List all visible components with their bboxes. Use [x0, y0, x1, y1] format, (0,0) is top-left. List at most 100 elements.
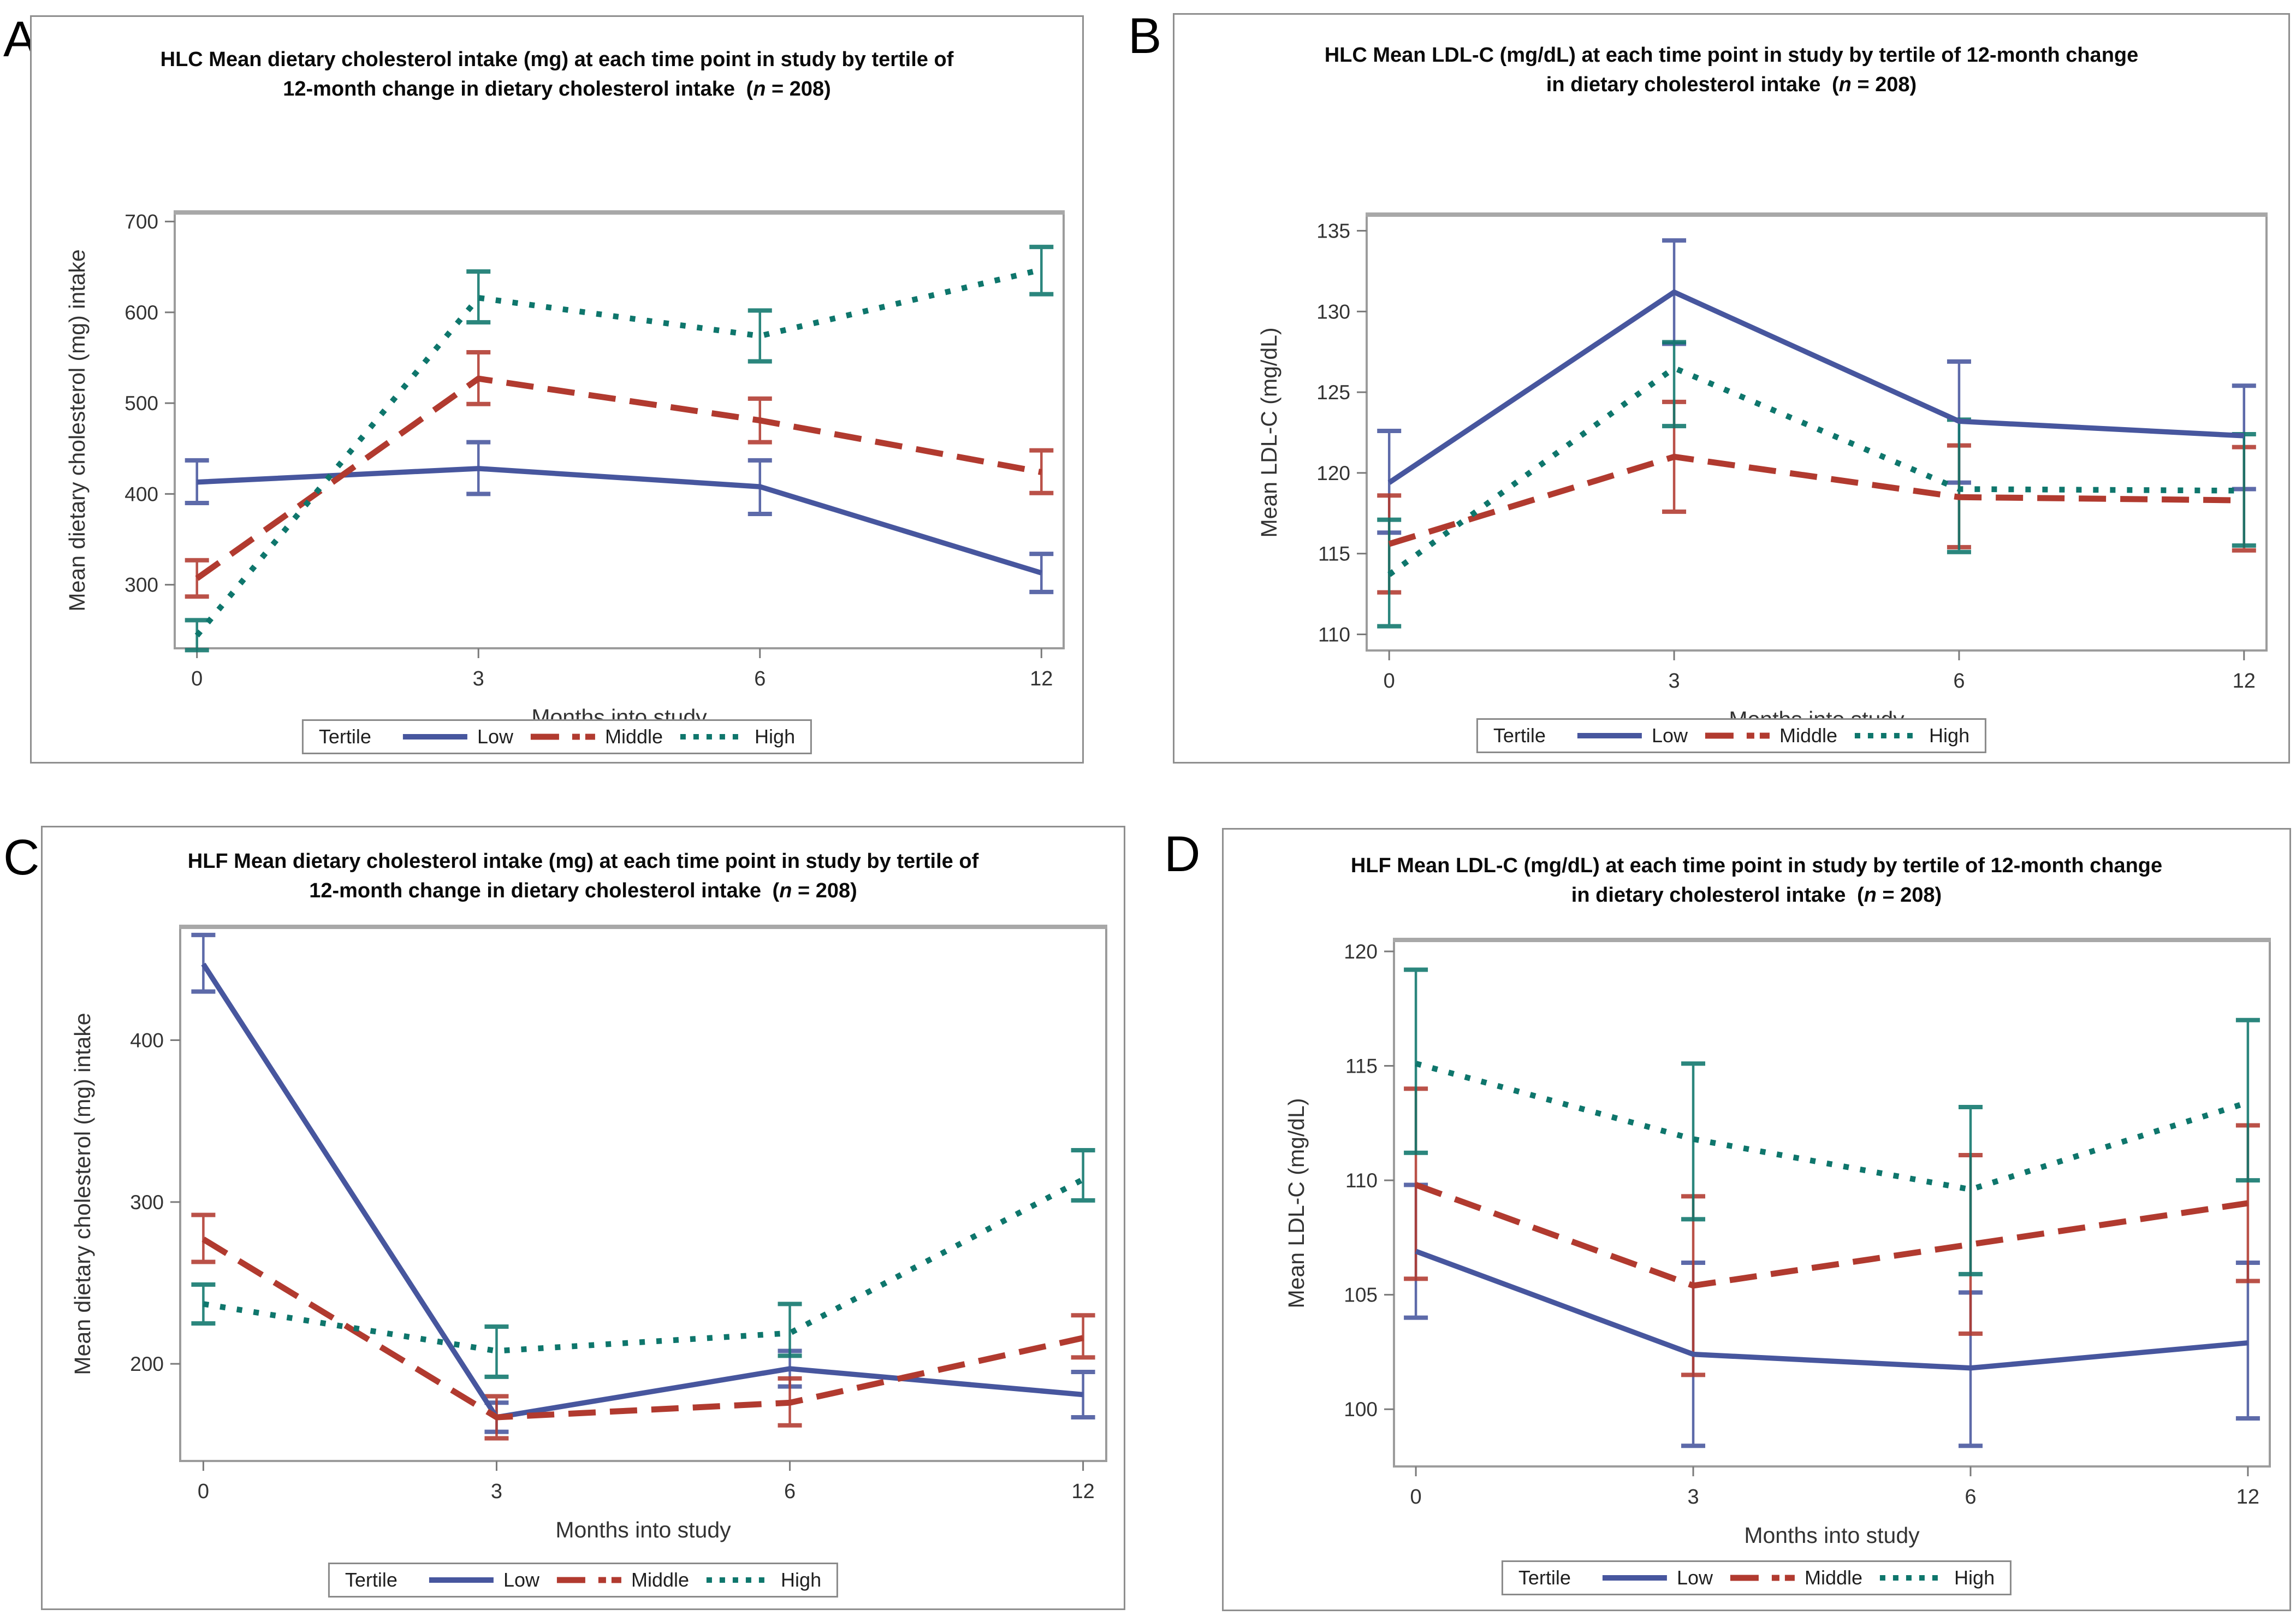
svg-text:105: 105	[1344, 1284, 1378, 1306]
svg-text:0: 0	[198, 1480, 209, 1503]
legend-label-low: Low	[1651, 724, 1688, 747]
panel-d-legend: Tertile Low Middle High	[1501, 1560, 2012, 1595]
y-axis: 200 300 400	[130, 1029, 180, 1375]
series-line-low	[1387, 289, 2245, 485]
legend-swatch-high	[1880, 1575, 1945, 1581]
svg-text:125: 125	[1316, 381, 1350, 404]
panel-b-title: HLC Mean LDL-C (mg/dL) at each time poin…	[1181, 41, 2282, 100]
legend-label-middle: Middle	[1779, 724, 1838, 747]
series-line-middle	[1415, 1182, 2248, 1289]
legend-label-middle: Middle	[631, 1569, 690, 1591]
plot-wall	[174, 211, 1065, 649]
panel-c-box: HLF Mean dietary cholesterol intake (mg)…	[41, 826, 1125, 1610]
legend-label-middle: Middle	[604, 725, 663, 748]
panel-d-chart: 100 105 110 115 120 0 3 6 12 Mean LDL-C (mg/dL) Mo…	[1284, 938, 2271, 1548]
panel-b-chart: 110 115 120 125 130 135 0 3 6 12 Mean LDL-C (mg/dL…	[1256, 212, 2268, 732]
svg-text:110: 110	[1318, 623, 1350, 646]
svg-text:6: 6	[784, 1480, 796, 1503]
legend-label-high: High	[781, 1569, 822, 1591]
error-bars-middle	[191, 1212, 1095, 1441]
plot-wall	[179, 926, 1107, 1462]
error-bars-high	[1404, 967, 2260, 1276]
svg-text:12: 12	[2236, 1486, 2259, 1508]
legend-item-middle: Middle	[1729, 1566, 1862, 1589]
legend-title: Tertile	[1518, 1566, 1571, 1589]
legend-item-low: Low	[428, 1569, 539, 1592]
series-line-middle	[195, 375, 1042, 581]
y-axis: 100 105 110 115 120	[1344, 940, 1394, 1421]
panel-c-legend: Tertile Low Middle High	[328, 1563, 839, 1598]
panel-b-legend: Tertile Low Middle High	[1476, 718, 1987, 753]
panel-a-title-line1: HLC Mean dietary cholesterol intake (mg)…	[160, 48, 954, 71]
legend-item-high: High	[705, 1569, 821, 1592]
svg-text:6: 6	[1965, 1486, 1976, 1508]
y-axis-label: Mean LDL-C (mg/dL)	[1256, 327, 1282, 537]
x-axis: 0 3 6 12	[1410, 1466, 2259, 1508]
error-bars-middle	[185, 350, 1054, 599]
svg-text:6: 6	[754, 667, 766, 690]
svg-text:12: 12	[1071, 1480, 1094, 1503]
legend-item-high: High	[1854, 724, 1969, 747]
svg-text:3: 3	[473, 667, 484, 690]
svg-text:120: 120	[1316, 462, 1350, 484]
svg-text:12: 12	[1030, 667, 1053, 690]
x-axis-label: Months into study	[555, 1517, 731, 1542]
svg-text:120: 120	[1344, 940, 1378, 963]
svg-text:0: 0	[191, 667, 203, 690]
legend-label-high: High	[755, 725, 796, 748]
panel-d-title-line2: in dietary cholesterol intake	[1571, 883, 1846, 907]
panel-d-title: HLF Mean LDL-C (mg/dL) at each time poin…	[1230, 851, 2283, 910]
y-axis-label: Mean dietary cholesterol (mg) intake	[64, 249, 90, 611]
svg-text:700: 700	[124, 211, 158, 233]
legend-label-low: Low	[503, 1569, 539, 1591]
x-axis: 0 3 6 12	[198, 1461, 1095, 1503]
svg-text:200: 200	[130, 1353, 164, 1375]
legend-item-middle: Middle	[530, 725, 663, 748]
panel-b-title-line1: HLC Mean LDL-C (mg/dL) at each time poin…	[1324, 44, 2139, 67]
legend-item-low: Low	[1576, 724, 1688, 747]
panel-c-title-line2: 12-month change in dietary cholesterol i…	[309, 879, 761, 902]
series-line-high	[194, 267, 1042, 638]
legend-swatch-middle	[1705, 732, 1770, 739]
svg-text:115: 115	[1345, 1055, 1378, 1078]
legend-swatch-low	[1577, 733, 1642, 738]
svg-text:3: 3	[1687, 1486, 1699, 1508]
svg-text:130: 130	[1316, 300, 1350, 323]
panel-d-label: D	[1164, 826, 1201, 882]
svg-text:6: 6	[1953, 670, 1965, 693]
panel-d-n-note: (n = 208)	[1851, 883, 1942, 907]
y-axis-label: Mean dietary cholesterol (mg) intake	[70, 1013, 95, 1375]
panel-a-legend: Tertile Low Middle High	[301, 719, 812, 754]
svg-text:100: 100	[1344, 1398, 1378, 1421]
panel-b-title-line2: in dietary cholesterol intake	[1546, 73, 1821, 96]
legend-item-low: Low	[402, 725, 513, 748]
series-line-low	[1415, 1249, 2248, 1371]
panel-a-title: HLC Mean dietary cholesterol intake (mg)…	[38, 45, 1076, 104]
x-axis: 0 3 6 12	[1384, 650, 2256, 693]
panel-b-n-note: (n = 208)	[1826, 73, 1917, 96]
svg-text:12: 12	[2233, 670, 2256, 693]
legend-item-high: High	[679, 725, 795, 748]
svg-text:3: 3	[491, 1480, 502, 1503]
svg-text:300: 300	[124, 574, 158, 596]
legend-title: Tertile	[318, 725, 371, 748]
plot-wall	[1393, 939, 2271, 1468]
panel-c-title-line1: HLF Mean dietary cholesterol intake (mg)…	[187, 850, 979, 873]
legend-item-low: Low	[1601, 1566, 1713, 1589]
series-line-high	[203, 1176, 1085, 1354]
y-axis: 300 400 500 600 700	[124, 211, 175, 596]
svg-text:600: 600	[124, 301, 158, 324]
legend-item-middle: Middle	[556, 1569, 689, 1592]
x-axis-label: Months into study	[1744, 1523, 1920, 1548]
panel-c-title: HLF Mean dietary cholesterol intake (mg)…	[49, 847, 1117, 906]
panel-c-label: C	[3, 830, 40, 885]
panel-a-title-line2: 12-month change in dietary cholesterol i…	[283, 77, 735, 100]
panel-d-title-line1: HLF Mean LDL-C (mg/dL) at each time poin…	[1350, 854, 2163, 877]
panel-b-label: B	[1128, 8, 1162, 64]
series-line-middle	[1388, 453, 2244, 547]
legend-swatch-low	[1602, 1575, 1667, 1581]
panel-b-box: HLC Mean LDL-C (mg/dL) at each time poin…	[1173, 13, 2290, 764]
legend-swatch-low	[429, 1577, 494, 1583]
legend-swatch-low	[402, 734, 467, 740]
